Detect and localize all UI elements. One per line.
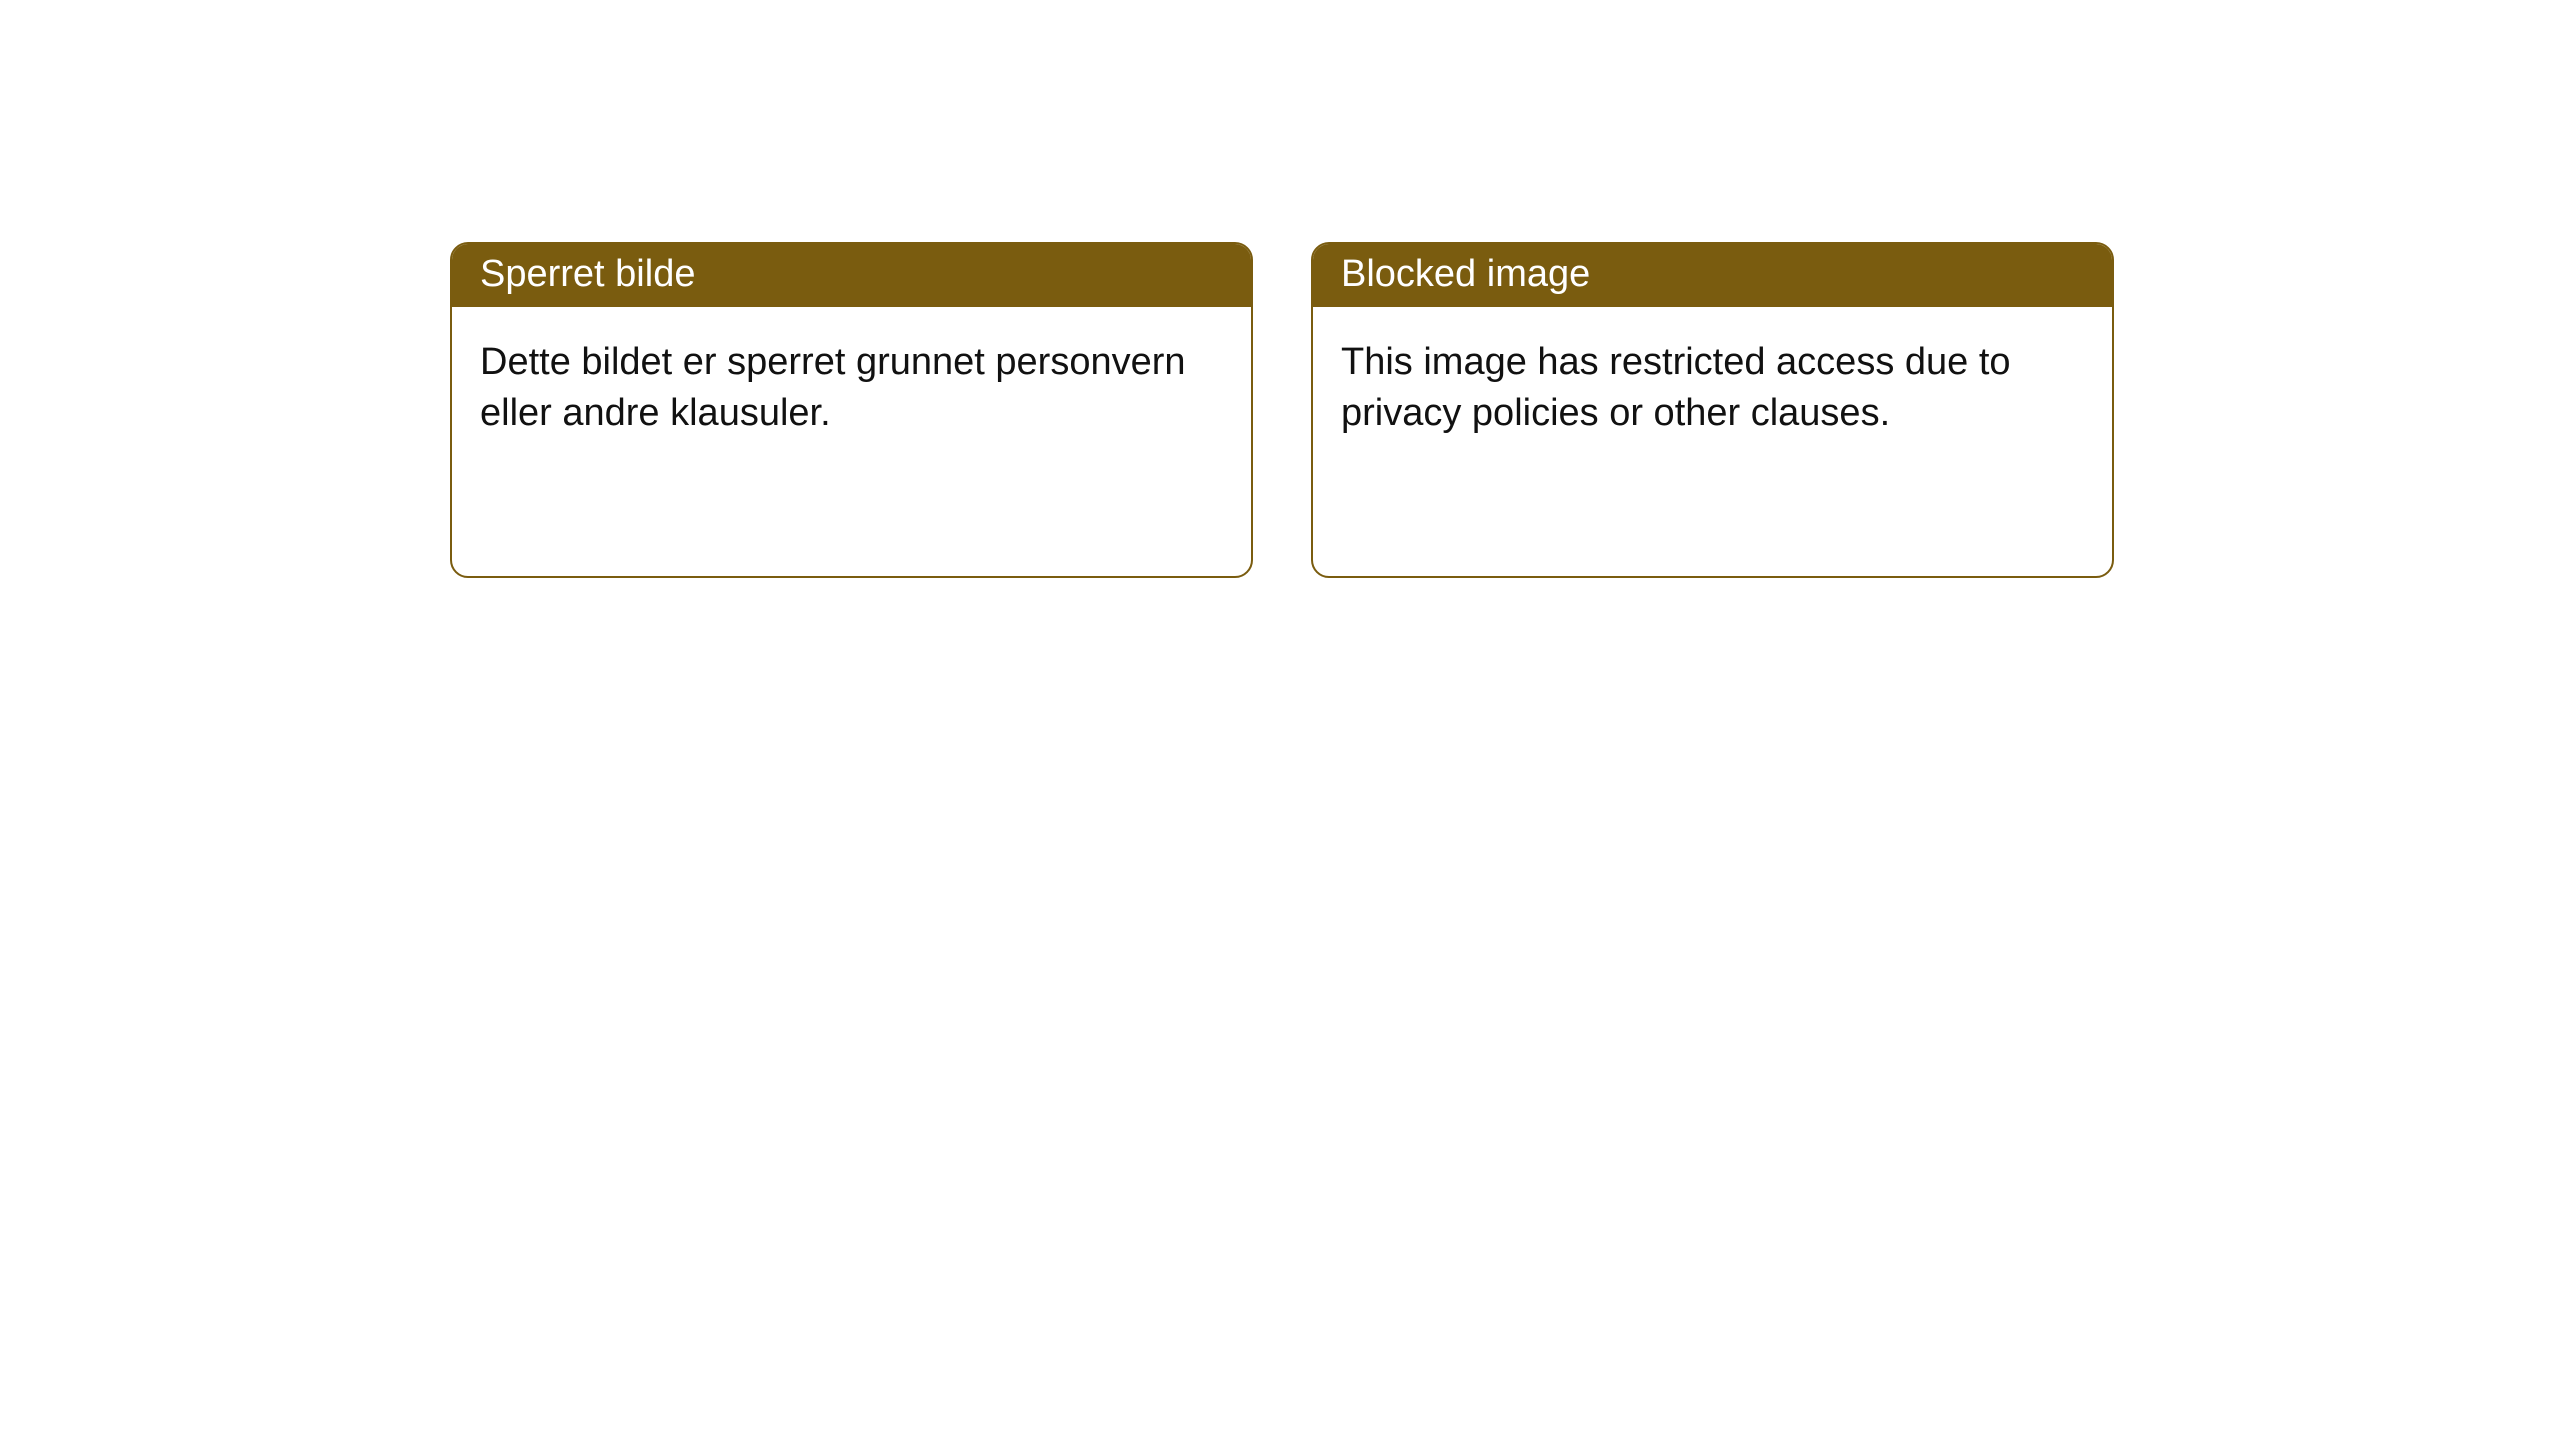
blocked-image-card-norwegian: Sperret bilde Dette bildet er sperret gr… <box>450 242 1253 578</box>
card-body-text: This image has restricted access due to … <box>1341 341 2011 434</box>
blocked-image-card-english: Blocked image This image has restricted … <box>1311 242 2114 578</box>
card-title: Blocked image <box>1341 253 1590 295</box>
card-header: Blocked image <box>1313 244 2112 307</box>
card-header: Sperret bilde <box>452 244 1251 307</box>
cards-container: Sperret bilde Dette bildet er sperret gr… <box>0 0 2560 578</box>
card-title: Sperret bilde <box>480 253 695 295</box>
card-body: This image has restricted access due to … <box>1313 307 2112 470</box>
card-body: Dette bildet er sperret grunnet personve… <box>452 307 1251 470</box>
card-body-text: Dette bildet er sperret grunnet personve… <box>480 341 1186 434</box>
